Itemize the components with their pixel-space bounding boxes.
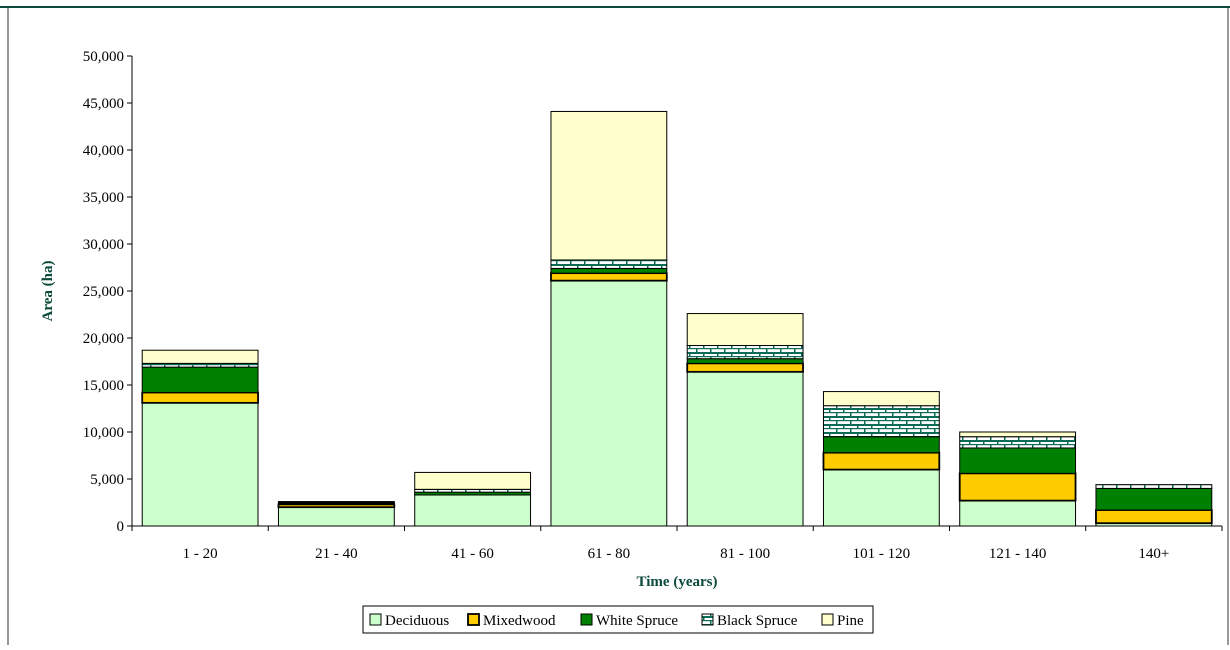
x-tick-label: 81 - 100 xyxy=(720,546,770,562)
legend-label-deciduous: Deciduous xyxy=(385,613,449,629)
bar-segment-black-spruce xyxy=(550,259,668,269)
x-tick-label: 41 - 60 xyxy=(451,546,494,562)
bar-segment-mixedwood xyxy=(686,362,804,373)
bar-segment-pine xyxy=(277,501,395,503)
y-axis-ticks: 0 5,000 10,000 15,000 20,000 25,000 30,000 35,0… xyxy=(83,49,132,535)
y-axis-title: Area (ha) xyxy=(40,261,56,322)
legend-box xyxy=(362,605,874,634)
x-tick-label: 1 - 20 xyxy=(183,546,218,562)
bar-segment-white-spruce xyxy=(550,267,668,274)
legend-label-white-spruce: White Spruce xyxy=(596,613,678,629)
bar-segment-mixedwood xyxy=(1095,509,1213,525)
bar-segment-white-spruce xyxy=(141,366,259,394)
bar-segment-deciduous xyxy=(414,494,532,527)
y-tick-label: 20,000 xyxy=(83,331,124,347)
y-tick-label: 15,000 xyxy=(83,378,124,394)
legend-label-black-spruce: Black Spruce xyxy=(717,613,798,629)
bar-segment-pine xyxy=(414,471,532,490)
bar-segment-mixedwood xyxy=(822,451,941,471)
legend-label-pine: Pine xyxy=(837,613,864,629)
bar-segment-white-spruce xyxy=(686,358,804,364)
bar-segment-white-spruce xyxy=(959,447,1077,474)
bar-segment-pine xyxy=(959,431,1077,438)
bar-segment-mixedwood xyxy=(141,391,259,404)
bar-segment-deciduous xyxy=(822,469,940,527)
bar-segment-mixedwood xyxy=(958,472,1077,502)
legend-swatch-black-spruce xyxy=(701,613,714,626)
bar-segment-black-spruce xyxy=(686,345,804,360)
x-tick-label: 121 - 140 xyxy=(989,546,1047,562)
bar-segment-deciduous xyxy=(550,280,668,527)
y-tick-label: 50,000 xyxy=(83,49,124,65)
y-tick-label: 40,000 xyxy=(83,143,124,159)
bar-segment-pine xyxy=(686,313,804,347)
y-tick-label: 10,000 xyxy=(83,425,124,441)
bar-segment-deciduous xyxy=(686,371,804,527)
x-tick-label: 21 - 40 xyxy=(315,546,358,562)
x-axis-ticks: 1 - 20 21 - 40 41 - 60 61 - 80 81 - 100 101 -… xyxy=(131,526,1223,562)
bar-segment-pine xyxy=(141,349,259,364)
y-tick-label: 45,000 xyxy=(83,96,124,112)
bar-segment-mixedwood xyxy=(550,272,668,282)
bar-segment-deciduous xyxy=(277,506,395,527)
bar-segment-black-spruce xyxy=(141,362,259,368)
x-tick-label: 101 - 120 xyxy=(853,546,911,562)
bar-segment-pine xyxy=(550,110,668,261)
legend-label-mixedwood: Mixedwood xyxy=(483,613,556,629)
x-tick-label: 61 - 80 xyxy=(588,546,631,562)
y-tick-label: 0 xyxy=(117,519,125,535)
y-tick-label: 30,000 xyxy=(83,237,124,253)
y-tick-label: 25,000 xyxy=(83,284,124,300)
x-axis-title: Time (years) xyxy=(637,574,718,590)
bar-segment-black-spruce xyxy=(822,405,940,438)
bar-segment-deciduous xyxy=(141,402,259,527)
legend-swatch-mixedwood xyxy=(467,613,480,626)
bar-segment-deciduous xyxy=(959,500,1077,527)
bars-group xyxy=(141,110,1213,527)
legend: Deciduous Mixedwood White Spruce Black Spru… xyxy=(369,613,864,629)
legend-swatch-deciduous xyxy=(369,613,382,626)
y-tick-label: 35,000 xyxy=(83,190,124,206)
y-tick-label: 5,000 xyxy=(90,472,124,488)
legend-swatch-white-spruce xyxy=(580,613,593,626)
bar-segment-black-spruce xyxy=(1095,484,1213,489)
bar-segment-white-spruce xyxy=(822,436,940,454)
bar-segment-white-spruce xyxy=(1095,487,1213,511)
x-tick-label: 140+ xyxy=(1138,546,1169,562)
bar-segment-pine xyxy=(822,391,940,407)
bar-segment-black-spruce xyxy=(959,436,1077,449)
legend-swatch-pine xyxy=(821,613,834,626)
